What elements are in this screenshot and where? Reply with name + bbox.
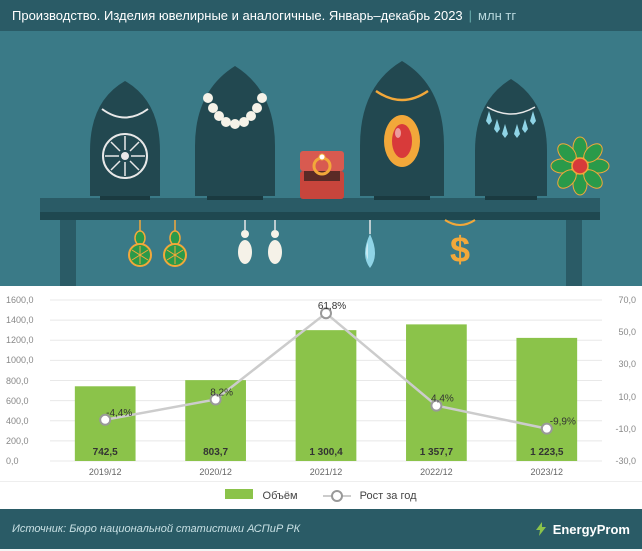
legend-line-swatch bbox=[323, 495, 351, 497]
y-right-tick: 30,0 bbox=[618, 359, 636, 369]
y-right-tick: 50,0 bbox=[618, 327, 636, 337]
svg-text:-4,4%: -4,4% bbox=[106, 408, 132, 419]
y-left-tick: 800,0 bbox=[6, 376, 29, 386]
y-left-tick: 1600,0 bbox=[6, 295, 34, 305]
y-right-tick: -30,0 bbox=[615, 456, 636, 466]
svg-text:2023/12: 2023/12 bbox=[531, 467, 564, 477]
logo-text: EnergyProm bbox=[553, 522, 630, 537]
legend-bar-swatch bbox=[225, 489, 253, 499]
page-title: Производство. Изделия ювелирные и аналог… bbox=[12, 8, 463, 23]
y-left-tick: 1200,0 bbox=[6, 335, 34, 345]
svg-text:-9,9%: -9,9% bbox=[550, 417, 576, 428]
svg-text:803,7: 803,7 bbox=[203, 447, 228, 458]
svg-text:1 357,7: 1 357,7 bbox=[420, 447, 454, 458]
legend-line: Рост за год bbox=[323, 490, 417, 502]
y-left-tick: 0,0 bbox=[6, 456, 19, 466]
svg-text:2021/12: 2021/12 bbox=[310, 467, 343, 477]
svg-text:1 300,4: 1 300,4 bbox=[309, 447, 343, 458]
legend-line-label: Рост за год bbox=[360, 490, 417, 502]
footer-bar: Источник: Бюро национальной статистики А… bbox=[0, 509, 642, 549]
source-text: Источник: Бюро национальной статистики А… bbox=[12, 523, 300, 535]
lightning-icon bbox=[533, 521, 549, 537]
energyprom-logo: EnergyProm bbox=[533, 521, 630, 537]
svg-text:2019/12: 2019/12 bbox=[89, 467, 122, 477]
chart-area: 742,5 803,7 1 300,4 1 357,7 1 223,5 -4,4% 8,2%… bbox=[0, 286, 642, 481]
jewelry-illustration: $ bbox=[0, 31, 642, 286]
y-right-tick: 10,0 bbox=[618, 392, 636, 402]
svg-text:2022/12: 2022/12 bbox=[420, 467, 453, 477]
svg-text:4,4%: 4,4% bbox=[431, 394, 454, 405]
svg-text:8,2%: 8,2% bbox=[210, 387, 233, 398]
combo-chart: 742,5 803,7 1 300,4 1 357,7 1 223,5 -4,4% 8,2%… bbox=[50, 294, 602, 479]
header-bar: Производство. Изделия ювелирные и аналог… bbox=[0, 0, 642, 31]
jewelry-svg: $ bbox=[0, 31, 642, 286]
y-left-tick: 1400,0 bbox=[6, 315, 34, 325]
y-left-tick: 1000,0 bbox=[6, 355, 34, 365]
legend-bar-label: Объём bbox=[263, 490, 298, 502]
chart-legend: Объём Рост за год bbox=[0, 481, 642, 509]
unit-label: млн тг bbox=[478, 8, 516, 23]
svg-text:742,5: 742,5 bbox=[93, 447, 118, 458]
y-left-tick: 600,0 bbox=[6, 396, 29, 406]
svg-text:2020/12: 2020/12 bbox=[199, 467, 232, 477]
svg-text:1 223,5: 1 223,5 bbox=[530, 447, 564, 458]
y-left-tick: 200,0 bbox=[6, 436, 29, 446]
y-right-tick: 70,0 bbox=[618, 295, 636, 305]
title-divider: | bbox=[469, 8, 472, 23]
y-left-tick: 400,0 bbox=[6, 416, 29, 426]
y-right-tick: -10,0 bbox=[615, 424, 636, 434]
legend-bar: Объём bbox=[225, 489, 297, 502]
svg-text:61,8%: 61,8% bbox=[318, 301, 346, 312]
svg-text:$: $ bbox=[450, 229, 470, 270]
